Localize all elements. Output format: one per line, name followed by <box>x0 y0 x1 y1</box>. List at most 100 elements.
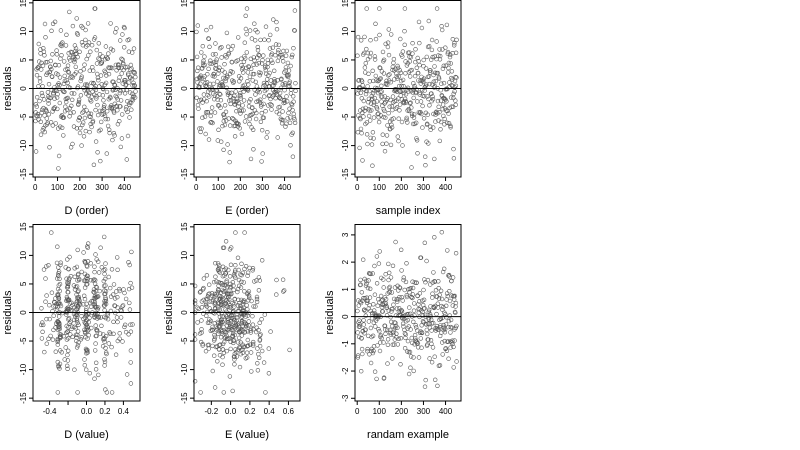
data-point <box>287 347 292 353</box>
x-tick-label: 0.2 <box>244 407 256 416</box>
data-point <box>130 97 136 103</box>
data-point <box>196 306 202 312</box>
data-point <box>238 76 244 81</box>
data-point <box>284 94 289 99</box>
data-point <box>367 295 373 300</box>
data-point <box>74 264 80 270</box>
data-point <box>390 107 395 113</box>
x-axis-label: E (value) <box>225 429 269 441</box>
data-point <box>222 122 228 128</box>
data-point <box>283 65 289 70</box>
data-point <box>203 110 209 115</box>
data-point <box>236 35 241 40</box>
data-point <box>79 269 84 275</box>
data-point <box>219 317 224 322</box>
data-point <box>69 97 75 103</box>
data-point <box>56 166 61 171</box>
x-tick-label: -0.4 <box>43 407 57 416</box>
data-point <box>200 43 206 49</box>
data-point <box>126 37 132 42</box>
data-point <box>223 239 229 244</box>
data-point <box>34 72 40 78</box>
data-point <box>237 329 242 335</box>
x-tick-label: -0.2 <box>204 407 218 416</box>
data-point <box>263 390 268 395</box>
data-point <box>128 329 134 334</box>
data-point <box>403 332 408 337</box>
data-point <box>377 76 383 82</box>
data-point <box>195 80 200 85</box>
data-point <box>358 300 364 306</box>
data-point <box>46 81 52 87</box>
data-point <box>397 108 402 113</box>
data-point <box>58 260 63 265</box>
data-point <box>220 362 225 367</box>
data-point <box>231 287 236 293</box>
data-point <box>408 354 414 359</box>
data-point <box>63 43 69 48</box>
data-point <box>375 303 380 308</box>
data-point <box>274 19 279 25</box>
data-point <box>91 289 96 295</box>
data-point <box>365 84 370 89</box>
data-point <box>192 337 198 342</box>
data-point <box>370 333 376 338</box>
data-point <box>424 54 429 60</box>
data-point <box>357 334 362 340</box>
data-point <box>361 296 366 301</box>
data-point <box>88 111 94 117</box>
data-point <box>94 333 99 339</box>
data-point <box>250 105 255 110</box>
data-point <box>92 301 97 307</box>
data-point <box>380 309 385 314</box>
data-point <box>84 264 90 269</box>
data-point <box>356 303 361 308</box>
data-point <box>91 287 97 292</box>
data-point <box>451 365 456 370</box>
data-point <box>359 38 364 43</box>
data-point <box>259 102 264 107</box>
data-point <box>291 111 296 117</box>
data-point <box>247 28 253 33</box>
data-point <box>58 335 63 340</box>
data-point <box>251 62 256 68</box>
data-point <box>75 295 80 300</box>
data-point <box>48 333 53 339</box>
data-point <box>399 268 404 273</box>
data-point <box>199 126 204 131</box>
data-point <box>233 263 238 268</box>
data-point <box>432 64 437 69</box>
data-point <box>226 294 231 300</box>
data-point <box>233 347 238 352</box>
data-point <box>260 128 265 133</box>
data-point <box>409 111 415 117</box>
data-point <box>441 325 447 330</box>
data-point <box>435 383 440 388</box>
data-point <box>114 289 119 294</box>
data-point <box>406 89 411 94</box>
data-point <box>46 101 51 106</box>
data-point <box>443 45 448 50</box>
data-point <box>355 355 361 360</box>
data-point <box>255 44 260 50</box>
data-point <box>282 288 287 293</box>
data-point <box>251 339 256 345</box>
data-point <box>73 46 79 51</box>
data-point <box>130 83 135 88</box>
data-point <box>206 66 211 72</box>
data-point <box>126 49 132 54</box>
data-point <box>117 38 123 43</box>
data-point <box>261 53 266 58</box>
data-point <box>128 67 133 72</box>
data-point <box>450 77 455 82</box>
data-point <box>44 116 49 121</box>
data-point <box>61 115 66 120</box>
data-point <box>433 78 438 84</box>
data-point <box>215 97 220 102</box>
data-point <box>60 40 65 45</box>
data-point <box>410 285 416 291</box>
data-point <box>415 341 421 346</box>
data-point <box>235 255 241 260</box>
data-point <box>381 114 386 120</box>
data-point <box>447 54 453 60</box>
